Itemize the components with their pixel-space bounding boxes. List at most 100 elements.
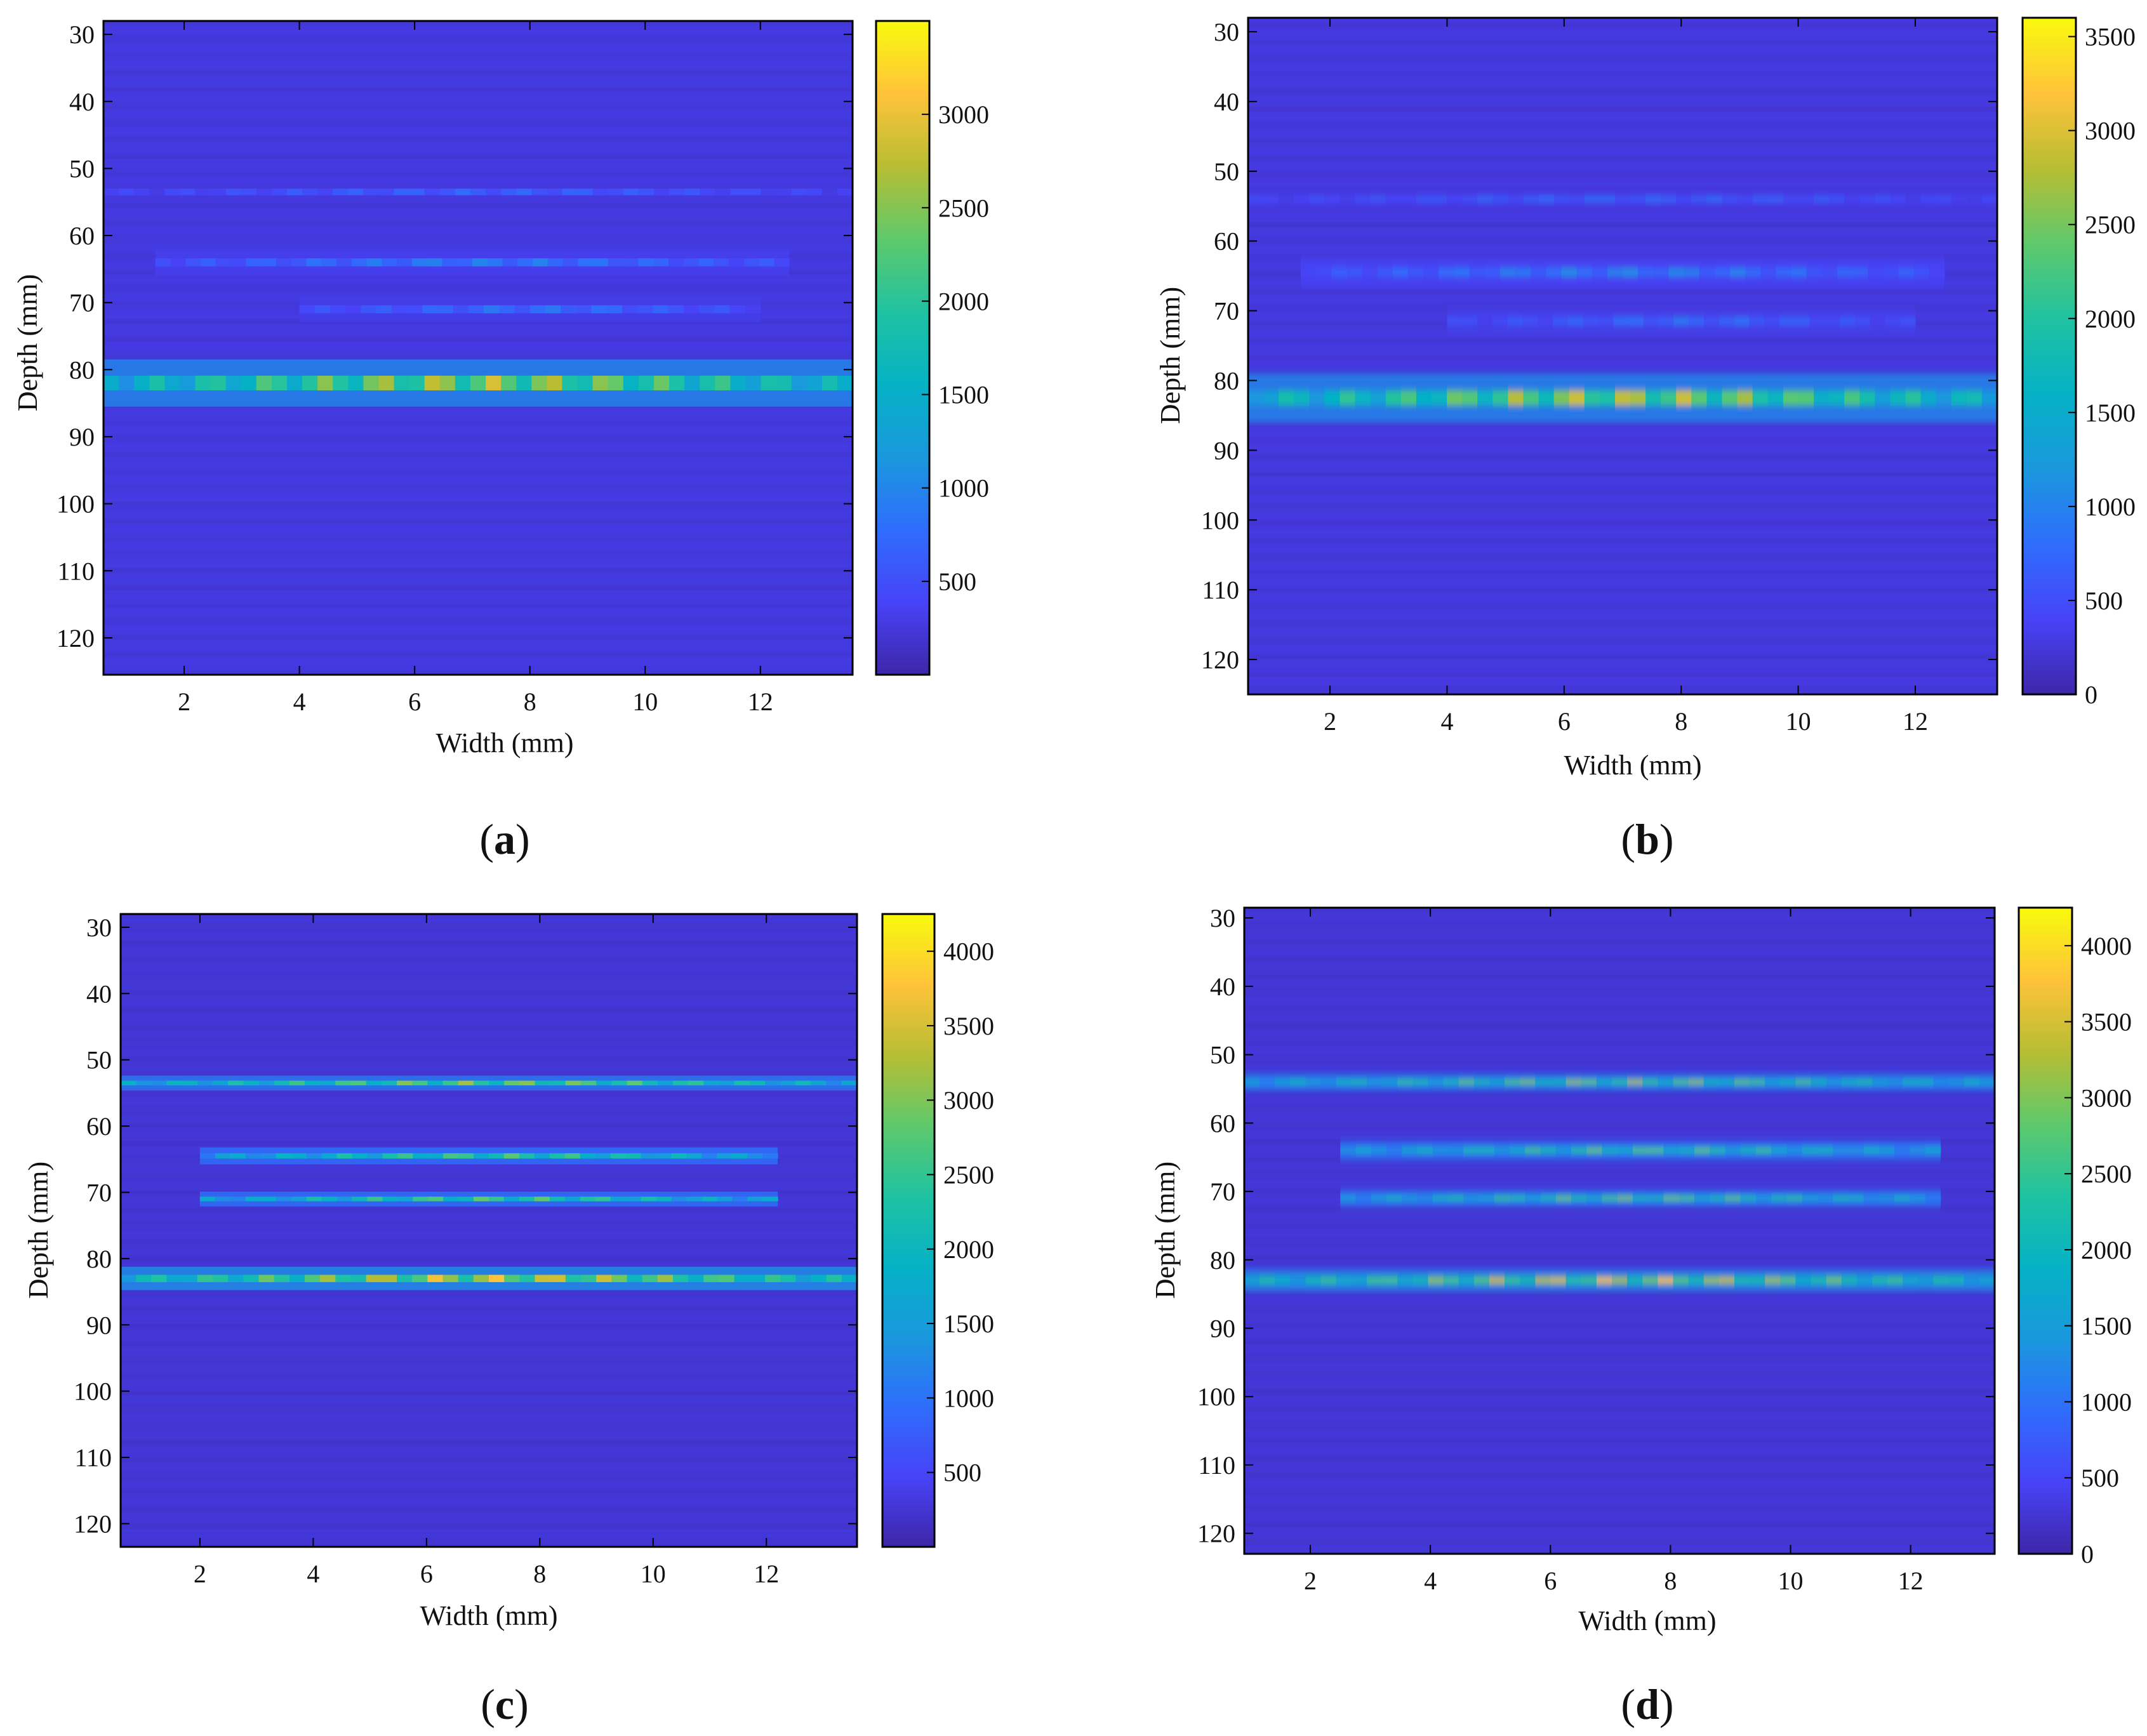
band-cell [1275,1276,1291,1284]
band-cell [182,1275,198,1282]
heatmap-texture-row [103,203,853,208]
band-cell [291,1153,307,1159]
band-cell [1780,1079,1797,1085]
y-tick-label: 80 [86,1245,112,1273]
band-cell [1320,1276,1337,1284]
band-cell [1779,317,1795,326]
band-cell [1617,1147,1633,1154]
band-cell [286,189,303,195]
heatmap-texture-row [1248,498,1997,503]
x-tick-label: 4 [1424,1567,1437,1595]
band-cell [345,305,362,314]
band-cell [1477,195,1493,203]
band-cell [246,258,262,267]
heatmap-texture-row [103,292,853,297]
band-cell [1817,1195,1833,1202]
heatmap-texture-row [1248,129,1997,134]
band-cell [596,1080,612,1085]
band-cell [1244,1276,1260,1284]
heatmap-texture-row [121,1315,857,1320]
band-cell [565,1275,582,1282]
heatmap-texture-row [1244,1135,1995,1140]
band-cell [1355,195,1371,203]
band-cell [1484,267,1501,277]
heatmap-texture-row [1244,1522,1995,1528]
heatmap-texture-row [1248,356,1997,361]
band-cell [164,375,181,391]
heatmap-texture-row [121,1351,857,1356]
x-tick-label: 2 [194,1560,206,1588]
band-cell [1653,267,1670,277]
heatmap-texture-row [103,225,853,230]
heatmap-texture-row [1244,1259,1995,1265]
colorbar-tick-label: 2000 [2081,1236,2132,1264]
colorbar-ticks-d: 0 500 1000 1500 2000 2500 3000 3500 4000 [2064,932,2132,1568]
heatmap-texture-row [121,1435,857,1440]
band-cell [1462,317,1478,326]
x-tick-label: 8 [533,1560,546,1588]
heatmap-texture-row [1248,142,1997,147]
heatmap-texture-row [1248,649,1997,655]
heatmap-texture-row [1248,565,1997,571]
heatmap-texture-row [1244,1326,1995,1332]
band-cell [686,1153,702,1159]
heatmap-texture-row [121,954,857,959]
band-cell [623,258,639,267]
heatmap-texture-row [103,612,853,618]
band-cell [1553,390,1570,406]
band-cell [1811,1079,1827,1085]
band-cell [333,375,349,391]
heatmap-texture-row [121,1301,857,1307]
band-cell [1854,317,1871,326]
heatmap-texture-row [1248,583,1997,588]
band-cell [686,1196,702,1202]
band-cell [671,1196,687,1202]
band-cell [577,375,594,391]
caption-b: (b) [1621,815,1673,863]
heatmap-texture-row [103,243,853,248]
heatmap-texture-row [103,434,853,440]
caption-d: (d) [1621,1680,1673,1728]
band-cell [1703,1276,1720,1284]
heatmap-texture-row [103,332,853,337]
band-cell [1668,267,1685,277]
heatmap-texture-row [103,341,853,346]
band-cell [1346,267,1363,277]
band-cell [1581,1079,1597,1085]
band-cell [653,258,669,267]
heatmap-texture-row [1244,1420,1995,1425]
heatmap-texture-row [121,1016,857,1022]
band-cell [213,1275,229,1282]
plot-frame-d [1243,906,1996,1555]
heatmap-texture-row [103,61,853,66]
band-cell [1979,1276,1995,1284]
heatmap-texture-row [103,581,853,586]
band-cell [1508,390,1524,406]
band-cell [1569,390,1585,406]
band-cell [1382,1079,1398,1085]
band-cell [729,258,745,267]
band-cell [529,305,546,314]
band-cell [1294,390,1310,406]
band-cell [1725,1195,1741,1202]
band-cell [474,1153,489,1159]
band-cell [591,305,608,314]
band-cell [1336,1276,1352,1284]
band-cell [274,1275,290,1282]
heatmap-texture-row [1248,222,1997,228]
reflection-band [1447,307,1916,335]
band-cell [561,305,576,314]
x-axis-label-c: Width (mm) [420,1600,558,1631]
band-cell [299,305,316,314]
heatmap-texture-row [121,976,857,981]
heatmap-texture-row [1244,1411,1995,1416]
heatmap-texture-row [121,1346,857,1351]
band-cell [486,375,502,391]
heatmap-texture-row [1248,614,1997,620]
y-tick-label: 120 [1201,646,1239,674]
band-cell [637,305,653,314]
heatmap-texture-row [1244,979,1995,984]
heatmap-texture-row [1244,1250,1995,1256]
band-cell [427,1080,444,1085]
band-cell [306,258,322,267]
